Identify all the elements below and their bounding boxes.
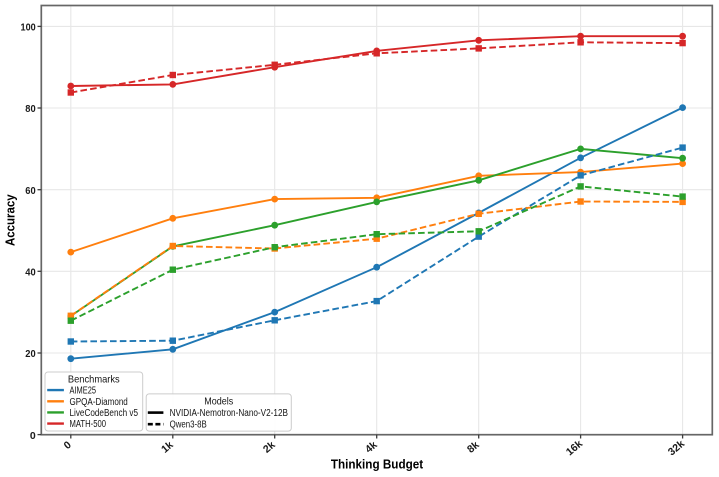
svg-text:0: 0 xyxy=(30,430,36,442)
svg-text:MATH-500: MATH-500 xyxy=(70,419,107,430)
svg-text:40: 40 xyxy=(25,267,36,279)
svg-text:80: 80 xyxy=(25,103,36,115)
svg-text:60: 60 xyxy=(25,185,36,197)
svg-text:Qwen3-8B: Qwen3-8B xyxy=(170,420,208,431)
svg-text:Models: Models xyxy=(204,397,233,408)
svg-text:Thinking Budget: Thinking Budget xyxy=(331,457,424,472)
svg-text:GPQA-Diamond: GPQA-Diamond xyxy=(70,397,128,408)
svg-text:100: 100 xyxy=(21,22,36,34)
svg-text:Benchmarks: Benchmarks xyxy=(68,375,120,386)
svg-text:NVIDIA-Nemotron-Nano-V2-12B: NVIDIA-Nemotron-Nano-V2-12B xyxy=(170,408,289,419)
svg-text:20: 20 xyxy=(25,348,36,360)
svg-text:Accuracy: Accuracy xyxy=(3,194,18,246)
svg-text:AIME25: AIME25 xyxy=(70,386,97,397)
svg-text:LiveCodeBench v5: LiveCodeBench v5 xyxy=(70,408,139,419)
